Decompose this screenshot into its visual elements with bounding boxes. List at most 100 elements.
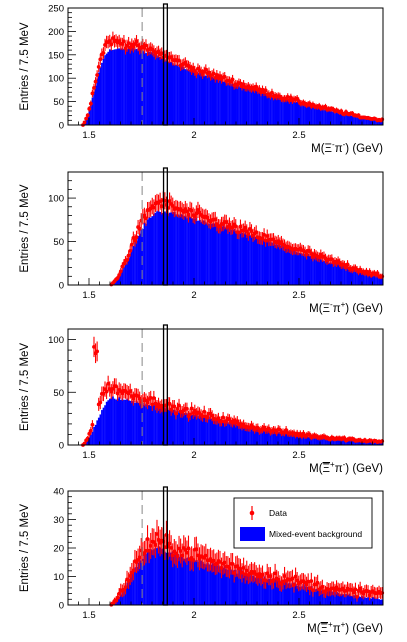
- histogram-bar: [148, 549, 151, 605]
- data-point: [123, 585, 128, 590]
- data-point: [222, 560, 227, 565]
- histogram-bar: [332, 111, 335, 125]
- histogram-bar: [260, 577, 262, 605]
- histogram-bar: [321, 589, 324, 605]
- histogram-bar: [288, 435, 291, 445]
- histogram-bar: [291, 250, 294, 285]
- histogram-bar: [368, 597, 371, 605]
- histogram-bar: [252, 428, 254, 445]
- histogram-bar: [315, 437, 317, 445]
- histogram-bar: [321, 109, 324, 125]
- histogram-bar: [280, 98, 283, 125]
- histogram-bar: [138, 559, 141, 605]
- histogram-bar: [132, 47, 135, 125]
- histogram-bar: [205, 417, 207, 445]
- histogram-bar: [304, 253, 306, 285]
- histogram-bar: [179, 411, 182, 445]
- histogram-bar: [216, 564, 218, 605]
- x-tick-label: 2.5: [292, 450, 305, 461]
- data-point: [82, 120, 87, 125]
- data-point: [117, 591, 122, 596]
- x-axis-title-part: Ξ: [325, 143, 332, 155]
- histogram-bar: [170, 212, 173, 285]
- histogram-bar: [140, 229, 143, 285]
- histogram-bar: [179, 554, 182, 605]
- histogram-bar: [198, 219, 201, 285]
- legend-background-swatch: [240, 527, 265, 541]
- histogram-bar: [175, 64, 177, 125]
- histogram-bar: [176, 411, 179, 445]
- histogram-bar: [205, 75, 207, 125]
- histogram-bar: [143, 553, 146, 605]
- data-point: [84, 116, 89, 121]
- histogram-bar: [348, 114, 351, 125]
- histogram-bar: [236, 424, 239, 445]
- histogram-bar: [332, 439, 335, 445]
- histogram-bar: [354, 116, 357, 125]
- x-axis-title-part: ) (GeV): [345, 623, 383, 635]
- histogram-bar: [283, 581, 286, 605]
- histogram-bar: [342, 113, 344, 125]
- histogram-bar: [245, 88, 248, 125]
- histogram-bar: [231, 422, 234, 445]
- histogram-bar: [282, 245, 284, 285]
- histogram-bar: [379, 277, 382, 285]
- data-point: [323, 104, 328, 109]
- histogram-bar: [205, 222, 207, 285]
- histogram-bar: [146, 405, 149, 445]
- histogram-bar: [324, 109, 327, 125]
- histogram-bar: [175, 552, 177, 605]
- data-point: [262, 232, 266, 237]
- histogram-bar: [296, 585, 299, 605]
- histogram-bar: [283, 433, 286, 445]
- histogram-bar: [337, 439, 340, 445]
- data-point: [207, 70, 211, 75]
- histogram-bar: [93, 426, 95, 445]
- histogram-bar: [291, 434, 294, 445]
- data-point: [311, 588, 315, 593]
- histogram-bar: [260, 238, 262, 285]
- data-point: [134, 235, 139, 240]
- data-point: [117, 273, 122, 277]
- data-point: [114, 384, 118, 389]
- histogram-bar: [175, 411, 177, 445]
- histogram-bar: [288, 582, 291, 605]
- data-point: [180, 553, 185, 558]
- histogram-bar: [176, 553, 179, 605]
- data-point: [240, 570, 244, 575]
- histogram-bar: [257, 91, 259, 125]
- histogram-bar: [242, 574, 245, 605]
- histogram-bar: [219, 418, 221, 445]
- data-point: [128, 45, 133, 50]
- histogram-bar: [167, 61, 169, 125]
- data-point: [167, 199, 172, 203]
- data-point: [93, 79, 98, 84]
- data-points: [81, 336, 385, 447]
- histogram-bar: [129, 253, 132, 285]
- data-point: [142, 213, 147, 218]
- histogram-bar: [197, 561, 199, 605]
- histogram-bar: [312, 105, 314, 125]
- histogram-bar: [263, 576, 266, 605]
- histogram-bar: [212, 77, 215, 125]
- histogram-bar: [187, 557, 190, 605]
- histogram-bar: [335, 264, 338, 285]
- x-axis-title-part: Ξ: [323, 463, 330, 475]
- histogram-bar: [308, 255, 311, 285]
- data-point: [284, 428, 289, 432]
- histogram-bar: [143, 51, 146, 125]
- histogram-bar: [168, 552, 171, 605]
- histogram-bar: [331, 111, 333, 125]
- histogram-bar: [189, 414, 191, 445]
- histogram-bar: [123, 266, 125, 285]
- data-point: [263, 88, 268, 93]
- histogram-bar: [126, 49, 128, 126]
- histogram-bar: [307, 105, 310, 125]
- histogram-bar: [241, 425, 243, 445]
- histogram-bar: [345, 593, 347, 605]
- y-tick-label: 50: [53, 388, 64, 399]
- data-point: [205, 415, 210, 420]
- histogram-bar: [323, 590, 325, 605]
- data-point: [309, 579, 314, 583]
- histogram-bar: [131, 574, 133, 605]
